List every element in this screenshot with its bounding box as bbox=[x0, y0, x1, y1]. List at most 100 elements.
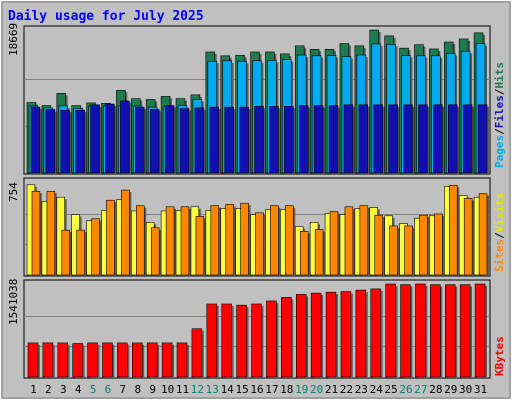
day-label-3: 3 bbox=[60, 383, 67, 396]
sites-bar-day-23 bbox=[359, 205, 369, 276]
axis-title-sep-1: / bbox=[493, 128, 506, 135]
day-label-15: 15 bbox=[235, 383, 248, 396]
pages-bar-day-10 bbox=[164, 105, 175, 174]
kbytes-bar-day-22 bbox=[340, 291, 352, 378]
pages-bar-day-14 bbox=[224, 106, 234, 174]
sites-bar-day-17 bbox=[270, 205, 279, 276]
kbytes-bar-day-7 bbox=[117, 342, 128, 378]
day-label-28: 28 bbox=[429, 383, 442, 396]
panel-visits-sites: 754 Sites/Visits bbox=[7, 177, 506, 277]
day-label-1: 1 bbox=[30, 383, 37, 396]
pages-bar-day-21 bbox=[328, 105, 339, 174]
pages-bar-day-5 bbox=[90, 104, 100, 174]
pages-bar-day-8 bbox=[135, 106, 145, 174]
pages-bar-day-15 bbox=[239, 106, 249, 174]
day-label-17: 17 bbox=[265, 383, 278, 396]
pages-bar-day-25 bbox=[388, 104, 398, 174]
sites-bar-day-31 bbox=[478, 193, 488, 276]
sites-bar-day-15 bbox=[240, 202, 249, 276]
chart-title: Daily usage for July 2025 bbox=[8, 9, 204, 24]
sites-bar-day-16 bbox=[255, 212, 264, 276]
day-label-4: 4 bbox=[75, 383, 82, 396]
sites-bar-day-11 bbox=[180, 206, 190, 276]
kbytes-bar-day-29 bbox=[444, 284, 456, 378]
sites-bar-day-22 bbox=[344, 206, 354, 276]
kbytes-axis-title: KBytes bbox=[493, 336, 506, 376]
sites-bar-day-7 bbox=[121, 189, 130, 276]
day-label-22: 22 bbox=[340, 383, 353, 396]
day-label-16: 16 bbox=[250, 383, 263, 396]
sites-bar-day-20 bbox=[314, 229, 324, 276]
kbytes-bar-day-17 bbox=[266, 300, 277, 378]
kbytes-bar-day-10 bbox=[161, 342, 173, 378]
axis-title-files: Files bbox=[493, 95, 506, 128]
sites-bar-day-14 bbox=[225, 204, 234, 276]
kbytes-bar-day-24 bbox=[370, 288, 381, 378]
kbytes-bar-day-28 bbox=[430, 284, 441, 378]
sites-bar-day-2 bbox=[46, 190, 56, 276]
sites-bar-day-18 bbox=[285, 205, 294, 276]
pages-bar-day-7 bbox=[120, 100, 130, 174]
pages-bar-day-9 bbox=[149, 109, 160, 174]
pages-bar-day-22 bbox=[343, 104, 354, 174]
pages-bar-day-3 bbox=[60, 109, 71, 174]
day-label-11: 11 bbox=[176, 383, 189, 396]
pages-bar-day-31 bbox=[477, 104, 488, 174]
panel-kbytes: 1541038 KBytes bbox=[7, 279, 506, 379]
day-label-24: 24 bbox=[370, 383, 384, 396]
day-label-2: 2 bbox=[45, 383, 52, 396]
day-label-26: 26 bbox=[399, 383, 412, 396]
day-label-13: 13 bbox=[206, 383, 219, 396]
axis-title-sites: Sites bbox=[493, 239, 506, 272]
day-label-25: 25 bbox=[385, 383, 398, 396]
day-label-14: 14 bbox=[221, 383, 235, 396]
pages-bar-day-11 bbox=[179, 108, 190, 174]
sites-bar-day-27 bbox=[419, 214, 428, 276]
pages-bar-day-6 bbox=[105, 103, 115, 174]
kbytes-bar-day-14 bbox=[221, 303, 232, 378]
visits-max-label: 754 bbox=[7, 182, 20, 202]
kbytes-bar-day-12 bbox=[191, 328, 203, 378]
day-label-31: 31 bbox=[474, 383, 487, 396]
pages-bar-day-1 bbox=[30, 106, 41, 174]
hits-max-label: 18669 bbox=[7, 23, 20, 56]
sites-bar-day-24 bbox=[374, 214, 383, 276]
pages-bar-day-4 bbox=[75, 109, 85, 174]
sites-bar-day-1 bbox=[31, 190, 41, 276]
day-label-10: 10 bbox=[161, 383, 174, 396]
pages-bar-day-13 bbox=[209, 106, 220, 174]
panel-hits-files-pages: 18669 Pages/Files/Hits bbox=[7, 23, 506, 176]
sites-bar-day-3 bbox=[61, 229, 71, 276]
kbytes-bar-day-25 bbox=[385, 283, 396, 378]
kbytes-max-label: 1541038 bbox=[7, 279, 20, 325]
axis-title-sep-2: / bbox=[493, 88, 506, 95]
kbytes-bar-day-16 bbox=[251, 303, 262, 378]
kbytes-bar-day-8 bbox=[132, 342, 143, 378]
kbytes-bar-day-5 bbox=[87, 342, 98, 378]
kbytes-bar-day-31 bbox=[474, 283, 486, 378]
pages-bar-day-24 bbox=[373, 104, 383, 174]
kbytes-bar-day-6 bbox=[102, 342, 113, 378]
kbytes-bar-day-30 bbox=[459, 284, 471, 378]
sites-bar-day-8 bbox=[136, 205, 145, 276]
kbytes-bar-day-23 bbox=[355, 289, 367, 378]
day-label-9: 9 bbox=[149, 383, 156, 396]
axis-title-sep-3: / bbox=[493, 232, 506, 239]
day-label-8: 8 bbox=[134, 383, 141, 396]
day-label-21: 21 bbox=[325, 383, 338, 396]
pages-bar-day-18 bbox=[284, 106, 294, 174]
kbytes-bar-day-1 bbox=[27, 342, 39, 378]
sites-bar-day-29 bbox=[448, 184, 458, 276]
sites-bar-day-13 bbox=[210, 205, 220, 276]
kbytes-bar-day-13 bbox=[206, 303, 218, 378]
sites-bar-day-5 bbox=[91, 218, 100, 276]
kbytes-bar-day-19 bbox=[295, 294, 307, 378]
kbytes-bar-day-4 bbox=[72, 343, 83, 378]
hits-bars bbox=[24, 29, 490, 176]
sites-bar-day-9 bbox=[150, 227, 160, 276]
visits-bars bbox=[24, 184, 490, 277]
day-label-29: 29 bbox=[444, 383, 457, 396]
axis-title-visits: Visits bbox=[493, 193, 506, 233]
